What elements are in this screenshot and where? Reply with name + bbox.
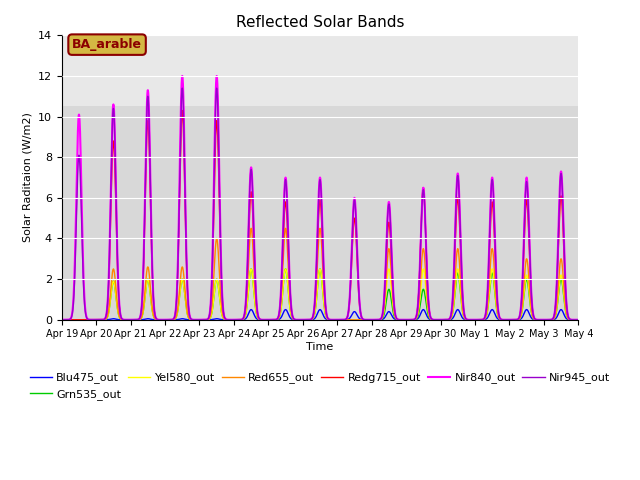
- Nir840_out: [303, 317, 310, 323]
- Grn535_out: [575, 317, 582, 323]
- Nir945_out: [547, 317, 554, 323]
- Nir945_out: [435, 317, 443, 323]
- Yel580_out: [58, 317, 65, 323]
- Line: Red655_out: Red655_out: [61, 228, 579, 320]
- Red655_out: [553, 303, 561, 309]
- Yel580_out: [450, 300, 458, 306]
- Nir945_out: [575, 317, 582, 323]
- Line: Nir945_out: Nir945_out: [61, 88, 579, 320]
- Redg715_out: [58, 317, 65, 323]
- Yel580_out: [547, 317, 554, 323]
- Line: Grn535_out: Grn535_out: [61, 269, 579, 320]
- Yel580_out: [234, 317, 241, 323]
- Title: Reflected Solar Bands: Reflected Solar Bands: [236, 15, 404, 30]
- Redg715_out: [179, 108, 186, 113]
- Nir840_out: [435, 317, 443, 323]
- Nir945_out: [234, 317, 241, 323]
- X-axis label: Time: Time: [307, 342, 333, 352]
- Line: Yel580_out: Yel580_out: [61, 269, 579, 320]
- Redg715_out: [234, 317, 241, 323]
- Blu475_out: [547, 317, 554, 323]
- Redg715_out: [450, 276, 458, 282]
- Nir840_out: [575, 317, 582, 323]
- Grn535_out: [58, 317, 65, 323]
- Red655_out: [303, 317, 310, 323]
- Redg715_out: [575, 317, 582, 323]
- Redg715_out: [303, 317, 310, 323]
- Yel580_out: [302, 317, 310, 323]
- Blu475_out: [553, 315, 561, 321]
- Yel580_out: [488, 266, 496, 272]
- Grn535_out: [435, 317, 443, 323]
- Grn535_out: [234, 317, 241, 323]
- Blu475_out: [575, 317, 582, 323]
- Blu475_out: [302, 317, 310, 323]
- Yel580_out: [553, 307, 561, 312]
- Blu475_out: [58, 317, 65, 323]
- Redg715_out: [553, 289, 561, 295]
- Red655_out: [234, 317, 241, 323]
- Yel580_out: [575, 317, 582, 323]
- Nir840_out: [553, 283, 561, 289]
- Red655_out: [247, 226, 255, 231]
- Red655_out: [547, 317, 554, 323]
- Red655_out: [575, 317, 582, 323]
- Blu475_out: [234, 317, 241, 323]
- Grn535_out: [553, 308, 561, 313]
- Red655_out: [58, 317, 65, 323]
- Nir945_out: [450, 268, 458, 274]
- Nir945_out: [179, 85, 186, 91]
- Nir840_out: [58, 317, 65, 323]
- Nir840_out: [179, 73, 186, 79]
- Redg715_out: [435, 317, 443, 323]
- Nir840_out: [234, 317, 241, 323]
- Bar: [61, 36, 579, 107]
- Grn535_out: [247, 266, 255, 272]
- Redg715_out: [547, 317, 554, 323]
- Grn535_out: [303, 317, 310, 323]
- Legend: Blu475_out, Grn535_out, Yel580_out, Red655_out, Redg715_out, Nir840_out, Nir945_: Blu475_out, Grn535_out, Yel580_out, Red6…: [25, 368, 615, 404]
- Blu475_out: [435, 317, 443, 323]
- Line: Blu475_out: Blu475_out: [61, 310, 579, 320]
- Blu475_out: [557, 307, 565, 312]
- Nir945_out: [303, 317, 310, 323]
- Nir840_out: [547, 317, 554, 323]
- Grn535_out: [450, 301, 458, 307]
- Y-axis label: Solar Raditaion (W/m2): Solar Raditaion (W/m2): [22, 113, 33, 242]
- Yel580_out: [435, 317, 443, 323]
- Red655_out: [450, 293, 458, 299]
- Line: Nir840_out: Nir840_out: [61, 76, 579, 320]
- Text: BA_arable: BA_arable: [72, 38, 142, 51]
- Grn535_out: [547, 317, 554, 323]
- Nir840_out: [450, 268, 458, 274]
- Nir945_out: [58, 317, 65, 323]
- Line: Redg715_out: Redg715_out: [61, 110, 579, 320]
- Red655_out: [435, 317, 443, 323]
- Blu475_out: [450, 313, 458, 319]
- Nir945_out: [553, 284, 561, 289]
